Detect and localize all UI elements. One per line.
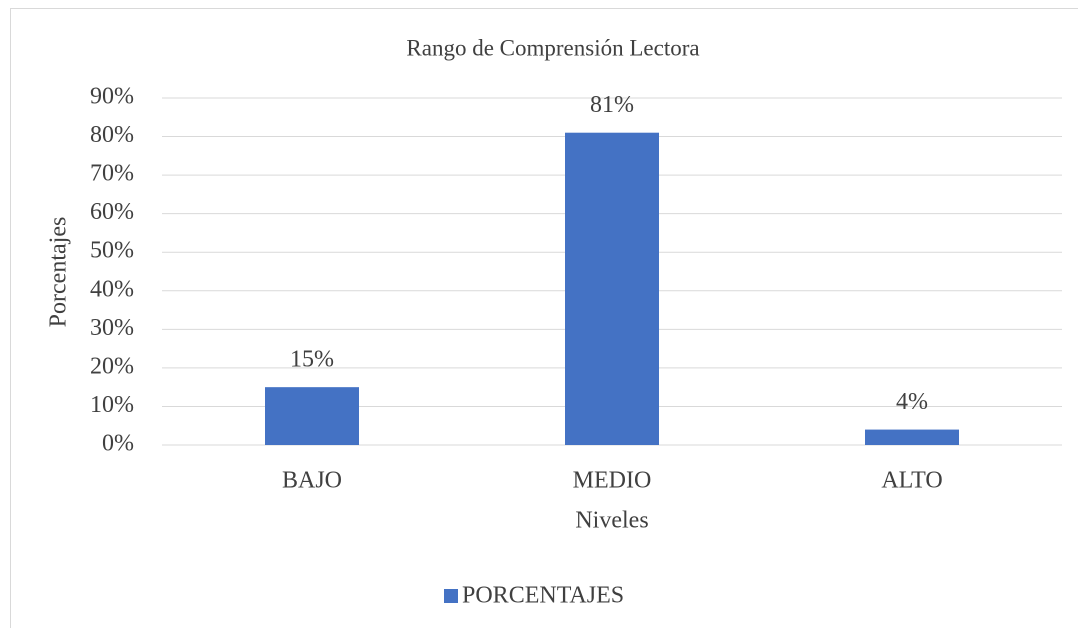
y-tick-label: 80%: [90, 122, 134, 148]
x-axis-label: Niveles: [575, 508, 648, 534]
x-tick-label: ALTO: [881, 468, 942, 494]
legend-swatch: [444, 589, 458, 603]
y-tick-label: 90%: [90, 84, 134, 110]
legend-label: PORCENTAJES: [462, 583, 624, 609]
chart-border: [10, 8, 1078, 628]
data-label: 15%: [290, 347, 334, 373]
chart-title: Rango de Comprensión Lectora: [406, 35, 699, 60]
y-axis-label: Porcentajes: [46, 217, 72, 328]
x-tick-label: BAJO: [282, 468, 342, 494]
data-label: 4%: [896, 389, 928, 415]
y-tick-label: 70%: [90, 161, 134, 187]
y-tick-label: 20%: [90, 353, 134, 379]
bar: [265, 387, 359, 445]
data-label: 81%: [590, 92, 634, 118]
y-tick-label: 50%: [90, 238, 134, 264]
bar: [865, 429, 959, 445]
y-tick-label: 10%: [90, 392, 134, 418]
bar: [565, 132, 659, 445]
x-tick-label: MEDIO: [573, 468, 652, 494]
y-tick-label: 30%: [90, 315, 134, 341]
y-tick-label: 40%: [90, 276, 134, 302]
y-tick-label: 60%: [90, 199, 134, 225]
y-tick-label: 0%: [102, 431, 134, 457]
